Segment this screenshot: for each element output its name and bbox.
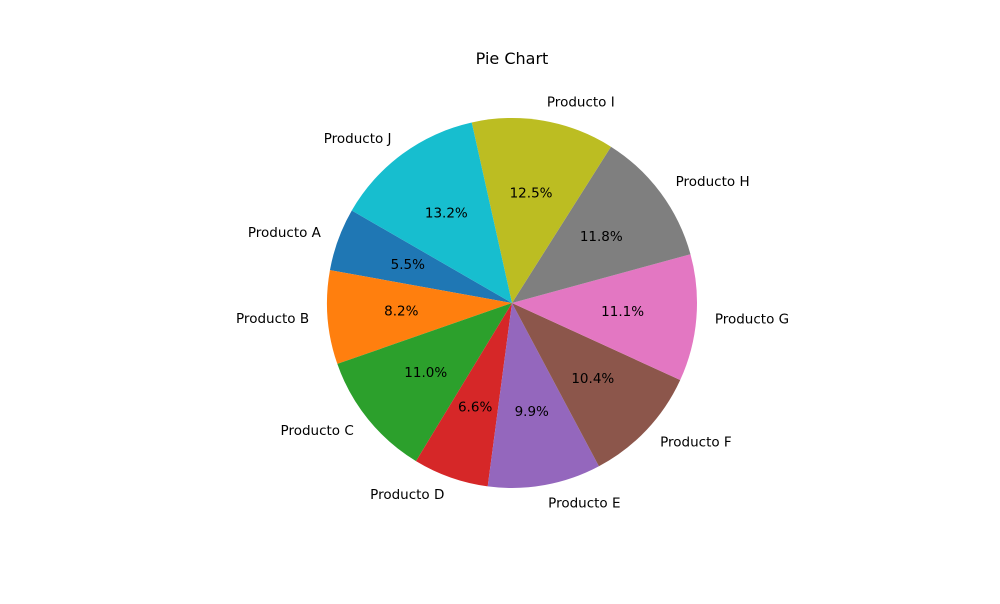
- percent-label-producto-d: 6.6%: [458, 400, 492, 416]
- category-label-producto-e: Producto E: [548, 495, 620, 511]
- percent-label-producto-h: 11.8%: [580, 229, 623, 245]
- pie-slice-producto-j: [351, 122, 512, 303]
- pie-slice-producto-i: [471, 117, 611, 303]
- category-label-producto-f: Producto F: [660, 435, 732, 451]
- percent-labels: 5.5% 8.2% 11.0% 6.6% 9.9% 10.4% 11.1% 11.8% 12.5…: [384, 186, 644, 421]
- percent-label-producto-c: 11.0%: [404, 365, 447, 381]
- percent-label-producto-b: 8.2%: [384, 304, 418, 320]
- pie-slice-producto-d: [416, 303, 512, 487]
- category-label-producto-d: Producto D: [370, 487, 444, 503]
- percent-label-producto-e: 9.9%: [515, 404, 549, 420]
- category-label-producto-b: Producto B: [236, 311, 309, 327]
- chart-title: Pie Chart: [476, 49, 549, 68]
- category-label-producto-c: Producto C: [281, 423, 354, 439]
- pie-slice-producto-g: [512, 254, 697, 381]
- category-label-producto-g: Producto G: [715, 312, 789, 328]
- pie-slice-producto-f: [512, 303, 681, 467]
- pie-slice-producto-a: [329, 210, 512, 303]
- percent-label-producto-j: 13.2%: [425, 206, 468, 222]
- pie-slice-producto-c: [337, 303, 512, 462]
- category-label-producto-a: Producto A: [248, 225, 322, 241]
- percent-label-producto-g: 11.1%: [601, 304, 644, 320]
- category-labels: Producto A Producto B Producto C Producto D…: [236, 95, 789, 512]
- pie-slice-producto-h: [512, 146, 691, 303]
- category-label-producto-j: Producto J: [324, 131, 392, 147]
- percent-label-producto-f: 10.4%: [571, 371, 614, 387]
- pie-slices: [326, 117, 697, 488]
- category-label-producto-h: Producto H: [676, 174, 750, 190]
- percent-label-producto-i: 12.5%: [510, 186, 553, 202]
- percent-label-producto-a: 5.5%: [391, 257, 425, 273]
- pie-slice-producto-e: [487, 303, 599, 488]
- category-label-producto-i: Producto I: [547, 95, 615, 111]
- pie-slice-producto-b: [326, 270, 512, 364]
